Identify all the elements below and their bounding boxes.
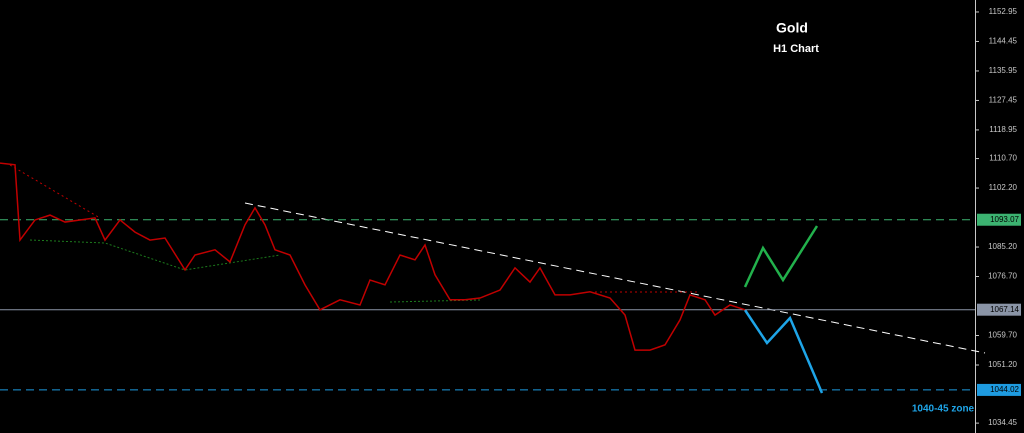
price-label-box (977, 213, 1021, 226)
y-tick-label: 1059.70 (988, 331, 1017, 340)
chart-subtitle: H1 Chart (773, 43, 819, 55)
price-label: 1093.07 (990, 215, 1019, 224)
price-label: 1067.14 (990, 305, 1019, 314)
y-tick-label: 1118.95 (989, 125, 1017, 134)
chart-title: Gold (776, 20, 808, 36)
price-line (0, 162, 746, 351)
price-label-box (977, 383, 1021, 396)
y-tick-label: 1135.95 (989, 66, 1018, 75)
price-label: 1044.02 (990, 385, 1019, 394)
trendline (244, 202, 986, 354)
y-tick-label: 1034.45 (988, 418, 1017, 427)
price-label-box (977, 303, 1021, 316)
pattern-line (389, 299, 481, 303)
bullish-projection (743, 225, 819, 288)
y-tick-label: 1051.20 (988, 360, 1017, 369)
bearish-projection (743, 309, 824, 394)
y-tick-label: 1144.45 (989, 37, 1018, 46)
y-tick-label: 1152.95 (989, 7, 1018, 16)
pattern-line (29, 239, 281, 271)
y-tick-label: 1085.20 (988, 242, 1017, 251)
y-tick-label: 1102.20 (989, 183, 1018, 192)
y-tick-label: 1110.70 (989, 154, 1017, 163)
y-tick-label: 1076.70 (988, 272, 1017, 281)
zone-label: 1040-45 zone (912, 404, 975, 415)
y-tick-label: 1127.45 (989, 96, 1018, 105)
